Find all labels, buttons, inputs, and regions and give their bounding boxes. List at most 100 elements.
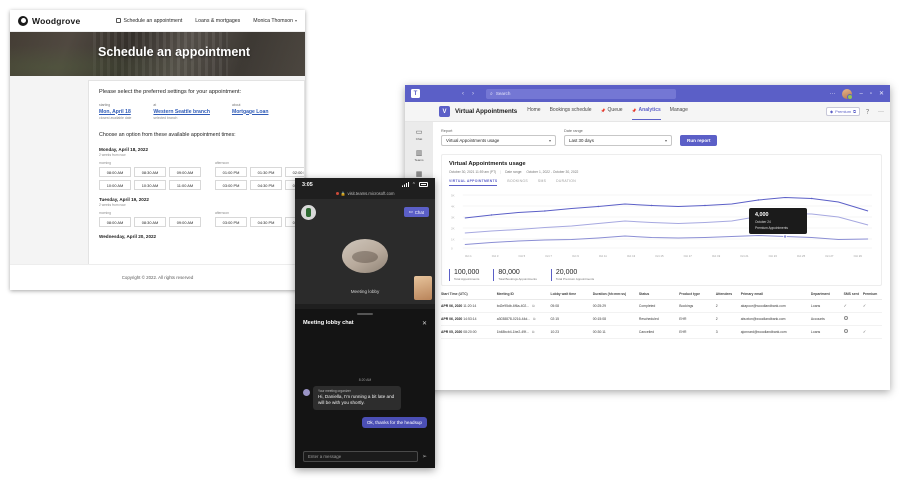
- setting-value-link[interactable]: Western Seattle branch: [153, 108, 210, 115]
- time-slot[interactable]: 10:30 AM: [134, 180, 166, 190]
- time-slot[interactable]: 09:00 AM: [169, 167, 201, 177]
- date-range-select[interactable]: Last 30 days ▾: [564, 134, 672, 146]
- stat-total-bookings-appointments: 80,000 Total Bookings Appointments: [493, 268, 537, 281]
- table-row[interactable]: APR 06, 2020 14:53:14 a3038878-0216-44d.…: [441, 313, 882, 326]
- time-slot[interactable]: 08:30 AM: [134, 217, 166, 227]
- time-slot[interactable]: 01:30 PM: [250, 167, 282, 177]
- time-slot[interactable]: 11:00 AM: [169, 180, 201, 190]
- column-header-duration[interactable]: Duration (hh:mm:ss): [592, 291, 627, 296]
- browser-url-bar[interactable]: 🔒 visit.teams.microsoft.com: [295, 191, 435, 199]
- cell-product-type: Bookings: [679, 303, 694, 308]
- mobile-phone-mockup: 3:05 ⌃ 🔒 visit.teams.microsoft.com ▭ Cha…: [295, 178, 435, 468]
- time-slot[interactable]: 03:00 PM: [215, 217, 247, 227]
- avatar[interactable]: [842, 88, 854, 100]
- url-text: visit.teams.microsoft.com: [347, 191, 395, 196]
- message-input[interactable]: Enter a message: [303, 451, 418, 462]
- nav-item-schedule-appointment[interactable]: Schedule an appointment: [116, 18, 182, 24]
- close-button[interactable]: ✕: [878, 90, 884, 97]
- meeting-id-text: bd2e95db-6f6a-402...: [496, 303, 530, 308]
- x-tick: Oct 21: [740, 253, 749, 258]
- tab-home[interactable]: Home: [527, 107, 540, 116]
- column-header-attendees[interactable]: Attendees: [715, 291, 733, 296]
- time-slot[interactable]: 08:00 AM: [99, 167, 131, 177]
- tab-bookings-schedule[interactable]: Bookings schedule: [550, 107, 592, 116]
- column-header-sms-sent[interactable]: SMS sent: [843, 291, 859, 296]
- x-tick: Oct 29: [853, 253, 862, 258]
- maximize-button[interactable]: ▫: [869, 90, 872, 97]
- metric-tab-bookings[interactable]: BOOKINGS: [507, 178, 528, 183]
- woodgrove-hero-banner: Schedule an appointment: [10, 32, 305, 76]
- tab-manage[interactable]: Manage: [670, 107, 688, 116]
- time-slot[interactable]: 04:30 PM: [250, 217, 282, 227]
- forward-arrow-icon[interactable]: ›: [472, 90, 474, 97]
- self-video-thumbnail[interactable]: [414, 276, 432, 300]
- app-tab-list: Home Bookings schedule 📌 Queue 📌 Analyti…: [527, 107, 688, 120]
- time-slot[interactable]: 08:30 AM: [134, 167, 166, 177]
- run-report-button[interactable]: Run report: [680, 134, 718, 146]
- column-header-primary-email[interactable]: Primary email: [740, 291, 764, 296]
- column-header-status[interactable]: Status: [638, 291, 650, 296]
- column-header-product-type[interactable]: Product type: [679, 291, 701, 296]
- report-select[interactable]: Virtual Appointments usage ▾: [441, 134, 556, 146]
- table-row[interactable]: APR 05, 2020 08:20:00 1b48bcb4-1be2-49f.…: [441, 326, 882, 339]
- time-slot[interactable]: 04:30 PM: [250, 180, 282, 190]
- woodgrove-top-navigation: Woodgrove Schedule an appointment Loans …: [10, 10, 305, 32]
- setting-label: about: [231, 103, 241, 107]
- sidebar-item-chat[interactable]: ▭ Chat: [405, 127, 433, 142]
- minimize-button[interactable]: –: [859, 90, 863, 97]
- tab-analytics[interactable]: 📌 Analytics: [631, 107, 662, 120]
- chat-panel-header: Meeting lobby chat ✕: [295, 315, 435, 334]
- column-header-lobby-wait-time[interactable]: Lobby wait time: [550, 291, 577, 296]
- woodgrove-logo[interactable]: Woodgrove: [18, 15, 80, 26]
- cell-lobby-wait: 10:23: [550, 329, 560, 334]
- column-header-meeting-id[interactable]: Meeting ID: [496, 291, 514, 296]
- metric-tab-virtual-appointments[interactable]: VIRTUAL APPOINTMENTS: [449, 179, 498, 186]
- drag-handle[interactable]: [357, 313, 373, 315]
- help-icon[interactable]: ？: [865, 110, 872, 116]
- metric-tab-duration[interactable]: DURATION: [556, 178, 576, 183]
- setting-value-link[interactable]: Mon, April 18: [99, 108, 131, 115]
- chat-button[interactable]: ▭ Chat: [403, 207, 429, 217]
- sidebar-item-teams[interactable]: ▥ Teams: [405, 148, 433, 163]
- copy-icon[interactable]: ⧉: [532, 303, 535, 308]
- setting-subtext: closest available date: [99, 116, 132, 120]
- svg-text:4K: 4K: [451, 204, 455, 208]
- tab-queue[interactable]: 📌 Queue: [601, 107, 623, 116]
- column-header-start-time[interactable]: Start Time (UTC): [441, 291, 468, 296]
- time-slot[interactable]: 02:00 PM: [285, 167, 304, 177]
- morning-column: morning 08:00 AM 08:30 AM 09:00 AM 10:00…: [99, 161, 201, 190]
- copy-icon[interactable]: ⧉: [533, 316, 536, 321]
- table-row[interactable]: APR 06, 2020 11:20:14 bd2e95db-6f6a-402.…: [441, 300, 882, 313]
- day-title: Tuesday, April 19, 2022: [99, 197, 149, 202]
- column-header-department[interactable]: Department: [810, 291, 830, 296]
- cell-department: Loans: [810, 329, 821, 334]
- time-slot[interactable]: 03:00 PM: [215, 180, 247, 190]
- day-subtext: 2 weeks from now: [99, 153, 126, 157]
- copy-icon[interactable]: ⧉: [531, 329, 535, 334]
- chat-icon: ▭: [415, 128, 423, 136]
- more-options-icon[interactable]: ···: [829, 90, 836, 97]
- metric-tab-sms[interactable]: SMS: [537, 178, 547, 183]
- time-slot[interactable]: 10:00 AM: [99, 180, 131, 190]
- cell-sms-sent: [843, 316, 863, 321]
- tab-label: Home: [527, 107, 541, 113]
- search-input[interactable]: ⌕ Search: [486, 88, 676, 99]
- time-slot[interactable]: 08:00 AM: [99, 217, 131, 227]
- x-tick: Oct 7: [545, 253, 552, 258]
- more-options-icon[interactable]: ···: [878, 108, 884, 115]
- send-icon[interactable]: ➢: [421, 454, 427, 460]
- setting-value-link[interactable]: Mortgage Loan: [231, 108, 269, 115]
- time-slot[interactable]: 01:00 PM: [215, 167, 247, 177]
- message-compose-row: Enter a message ➢: [295, 451, 435, 462]
- time-slot[interactable]: 09:00 AM: [169, 217, 201, 227]
- column-header-premium[interactable]: Premium: [862, 291, 878, 296]
- back-arrow-icon[interactable]: ‹: [462, 90, 464, 97]
- nav-label: Schedule an appointment: [123, 17, 183, 24]
- lock-icon: 🔒: [340, 191, 346, 196]
- close-icon[interactable]: ✕: [421, 320, 427, 327]
- choose-time-heading: Choose an option from these available ap…: [99, 132, 236, 138]
- nav-item-user-account[interactable]: Monica Thomson ▾: [253, 18, 297, 24]
- nav-item-loans-mortgages[interactable]: Loans & mortgages: [195, 18, 240, 24]
- cell-primary-email: abuxton@woodlandbank.com: [740, 316, 786, 321]
- premium-badge[interactable]: ◆ Premium ⧉: [826, 107, 860, 116]
